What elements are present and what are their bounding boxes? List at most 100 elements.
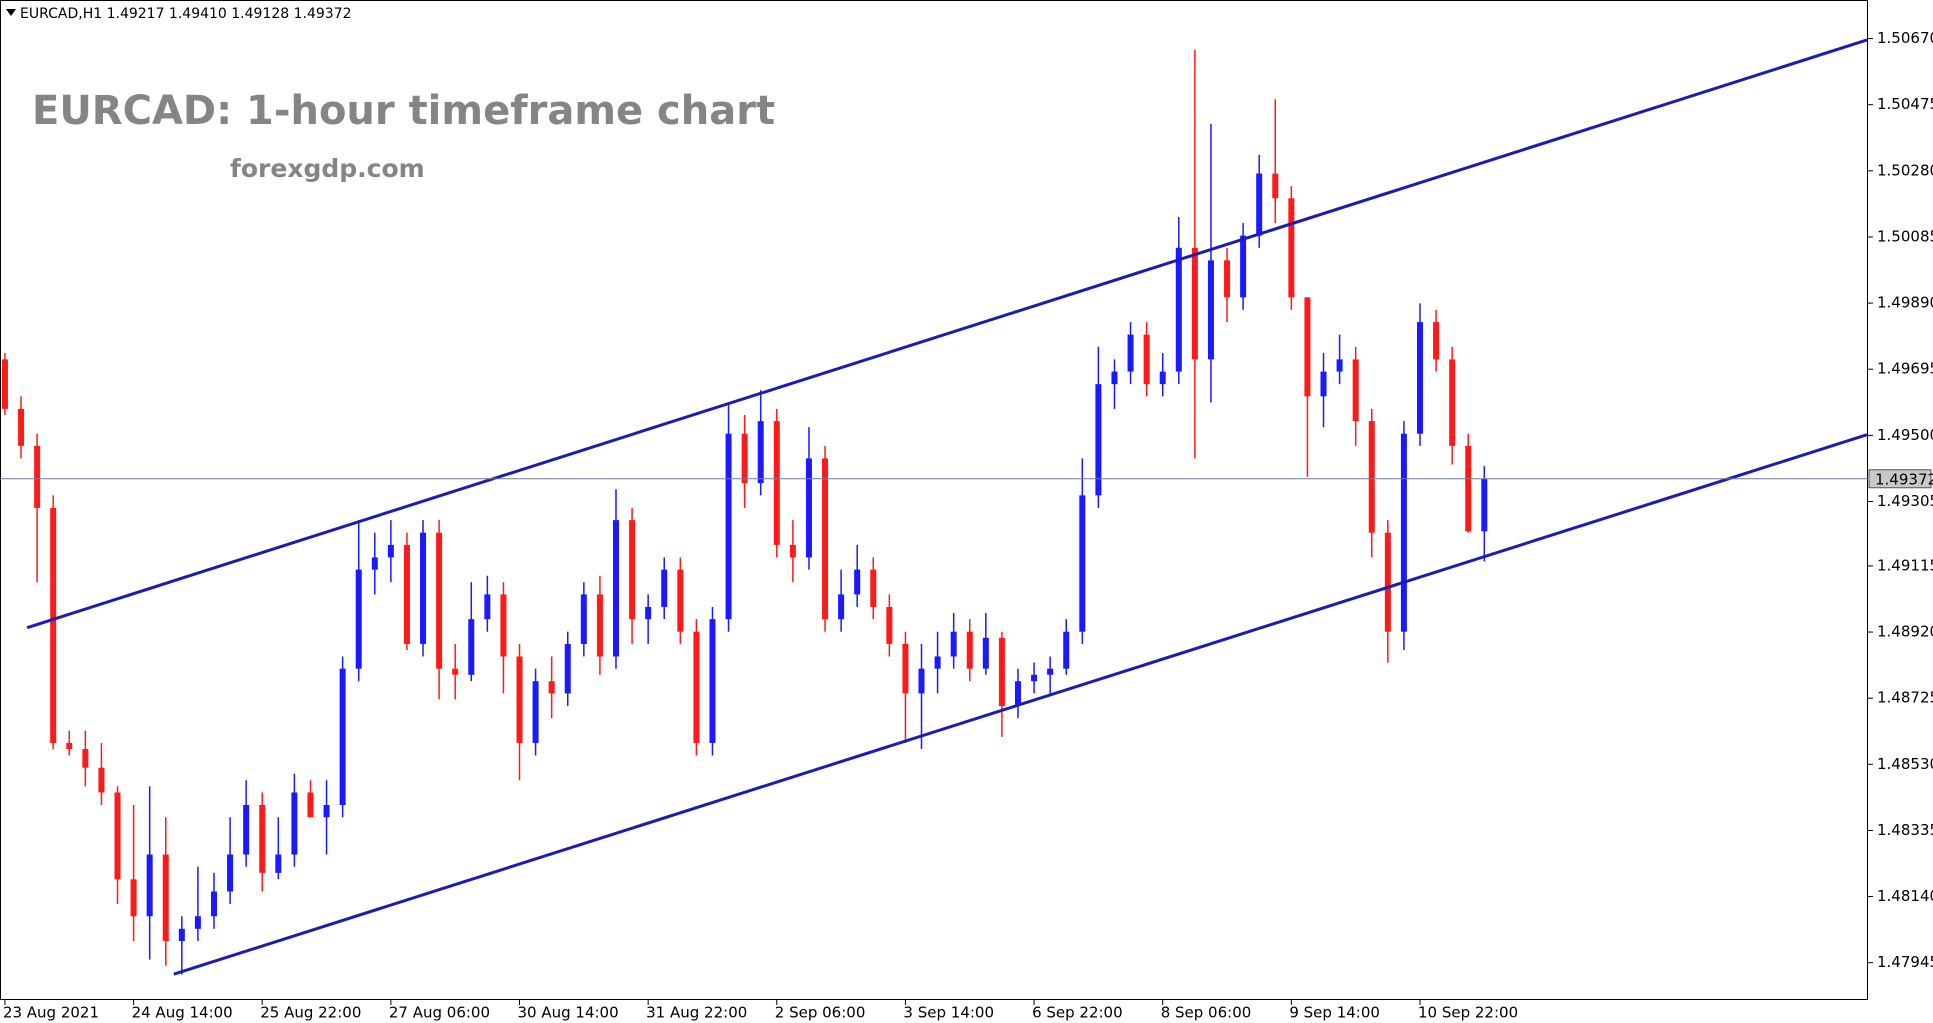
candle-body bbox=[596, 594, 603, 657]
y-tick-label: 1.48530 bbox=[1877, 755, 1933, 773]
candle-body bbox=[1079, 495, 1086, 632]
candle-body bbox=[1047, 668, 1054, 675]
candle-body bbox=[677, 569, 684, 632]
y-tick-label: 1.49115 bbox=[1877, 556, 1933, 574]
candle-body bbox=[629, 520, 636, 620]
candle-body bbox=[661, 569, 668, 607]
candle-body bbox=[789, 544, 796, 558]
x-tick-label: 23 Aug 2021 bbox=[3, 1004, 99, 1022]
candle-body bbox=[291, 792, 298, 855]
candle-body bbox=[822, 458, 829, 620]
candle-body bbox=[1304, 297, 1311, 397]
y-tick-label: 1.47945 bbox=[1877, 953, 1933, 971]
candle-body bbox=[50, 507, 57, 743]
candle-body bbox=[1272, 173, 1279, 199]
candle-body bbox=[1288, 198, 1295, 298]
y-tick-label: 1.49695 bbox=[1877, 360, 1933, 378]
candle-body bbox=[323, 805, 330, 818]
trendline bbox=[26, 38, 1868, 630]
plot-frame bbox=[0, 0, 1868, 1000]
candle-body bbox=[838, 594, 845, 620]
candle-body bbox=[1111, 371, 1118, 385]
candle-body bbox=[307, 792, 314, 818]
x-tick-label: 24 Aug 14:00 bbox=[132, 1004, 233, 1022]
y-tick-label: 1.48335 bbox=[1877, 821, 1933, 839]
candle-body bbox=[1384, 532, 1391, 632]
x-tick-label: 25 Aug 22:00 bbox=[260, 1004, 361, 1022]
candle-body bbox=[1207, 260, 1214, 360]
candle-body bbox=[886, 606, 893, 644]
x-tick-label: 31 Aug 22:00 bbox=[646, 1004, 747, 1022]
candle-body bbox=[805, 458, 812, 558]
candle-body bbox=[532, 681, 539, 743]
candle-body bbox=[1143, 334, 1150, 385]
candle-body bbox=[387, 544, 394, 558]
candle-body bbox=[998, 637, 1005, 706]
chart-header: EURCAD,H1 1.49217 1.49410 1.49128 1.4937… bbox=[20, 6, 352, 22]
y-tick-label: 1.49305 bbox=[1877, 492, 1933, 510]
candle-body bbox=[516, 656, 523, 743]
candle-body bbox=[1127, 334, 1134, 372]
candle-body bbox=[1031, 674, 1038, 682]
candle-body bbox=[773, 421, 780, 545]
candle-body bbox=[1175, 247, 1182, 372]
x-tick-label: 10 Sep 22:00 bbox=[1418, 1004, 1518, 1022]
candle-body bbox=[1368, 421, 1375, 533]
candle-body bbox=[243, 805, 250, 855]
candle-body bbox=[1014, 681, 1021, 706]
x-tick-label: 8 Sep 06:00 bbox=[1161, 1004, 1252, 1022]
candle-body bbox=[1433, 322, 1440, 360]
x-tick-label: 6 Sep 22:00 bbox=[1032, 1004, 1123, 1022]
candle-body bbox=[548, 681, 555, 694]
candle-body bbox=[1465, 445, 1472, 532]
candle-body bbox=[1, 359, 8, 409]
candle-body bbox=[870, 569, 877, 607]
x-tick-label: 2 Sep 06:00 bbox=[775, 1004, 866, 1022]
y-tick-label: 1.48725 bbox=[1877, 689, 1933, 707]
candle-body bbox=[484, 594, 491, 620]
candle-body bbox=[500, 594, 507, 657]
y-tick-label: 1.48140 bbox=[1877, 887, 1933, 905]
candle-body bbox=[468, 619, 475, 675]
candle-body bbox=[1191, 247, 1198, 360]
candle-body bbox=[580, 594, 587, 644]
candle-body bbox=[227, 854, 234, 892]
candle-body bbox=[1063, 631, 1070, 669]
candle-body bbox=[259, 805, 266, 873]
y-tick-label: 1.49500 bbox=[1877, 426, 1933, 444]
candle-body bbox=[1095, 384, 1102, 496]
candle-body bbox=[130, 879, 137, 917]
candle-body bbox=[564, 643, 571, 694]
candle-body bbox=[210, 891, 217, 917]
candle-body bbox=[178, 928, 185, 941]
candle-body bbox=[436, 532, 443, 669]
candle-body bbox=[1400, 433, 1407, 632]
candle-body bbox=[918, 668, 925, 694]
candle-body bbox=[403, 544, 410, 644]
chart-subtitle: forexgdp.com bbox=[230, 154, 425, 183]
candle-body bbox=[146, 854, 153, 917]
last-price-box bbox=[1868, 469, 1932, 489]
y-tick-label: 1.50280 bbox=[1877, 161, 1933, 179]
candle-body bbox=[982, 637, 989, 669]
candle-body bbox=[162, 854, 169, 941]
candle-body bbox=[725, 433, 732, 620]
candle-body bbox=[114, 792, 121, 880]
candle-body bbox=[34, 445, 41, 508]
y-tick-label: 1.49890 bbox=[1877, 294, 1933, 312]
menu-arrow bbox=[6, 9, 16, 16]
candle-body bbox=[693, 631, 700, 743]
candle-body bbox=[757, 421, 764, 484]
candle-body bbox=[1416, 322, 1423, 434]
candle-body bbox=[98, 767, 105, 793]
candle-body bbox=[1336, 359, 1343, 372]
candle-body bbox=[420, 532, 427, 644]
last-price-label: 1.49372 bbox=[1875, 470, 1933, 488]
candle-body bbox=[1224, 260, 1231, 298]
candle-body bbox=[950, 631, 957, 657]
y-tick-label: 1.50475 bbox=[1877, 95, 1933, 113]
candle-body bbox=[1449, 359, 1456, 446]
y-tick-label: 1.50085 bbox=[1877, 227, 1933, 245]
